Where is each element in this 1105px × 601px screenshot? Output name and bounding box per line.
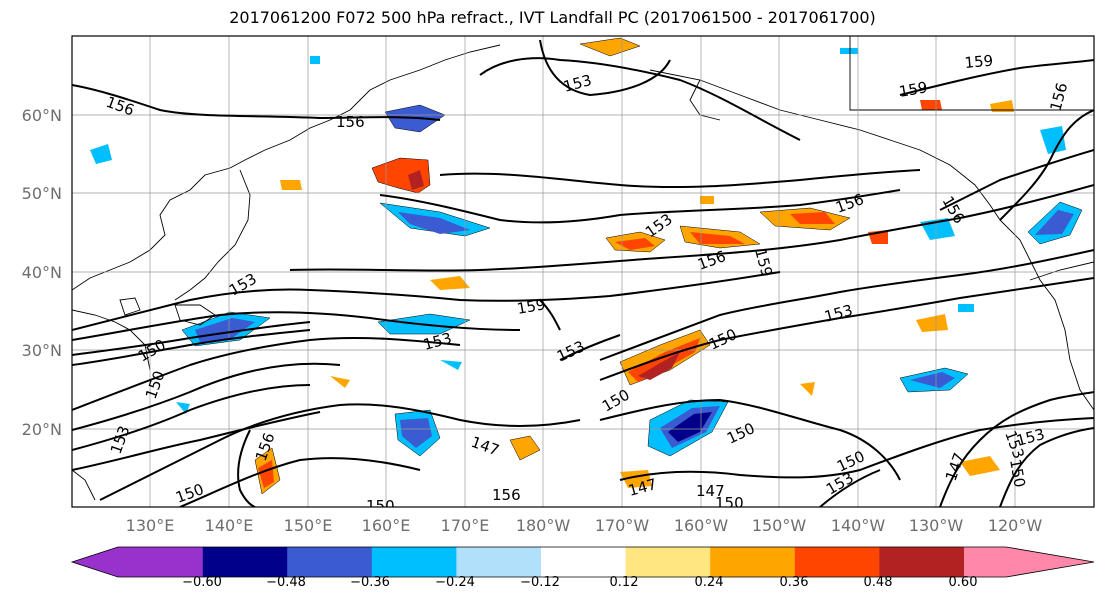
contour-label: 150 <box>1006 458 1029 489</box>
colorbar-tick-label: −0.12 <box>520 575 560 590</box>
lon-label: 160°E <box>362 516 411 535</box>
map-area <box>72 36 1094 507</box>
lon-label: 180°W <box>516 516 571 535</box>
lon-label: 150°W <box>752 516 807 535</box>
colorbar-segment <box>964 547 1094 577</box>
lat-label: 30°N <box>22 341 62 360</box>
colorbar-tick-label: −0.24 <box>435 575 475 590</box>
latitude-labels: 60°N 50°N 40°N 30°N 20°N <box>22 106 62 439</box>
colorbar-tick-label: 0.24 <box>695 575 724 590</box>
colorbar-segment <box>72 547 203 577</box>
lon-label: 140°E <box>205 516 254 535</box>
refractivity-contours <box>72 39 1094 507</box>
colorbar-tick-label: 0.36 <box>780 575 809 590</box>
lon-label: 170°E <box>441 516 490 535</box>
lat-label: 50°N <box>22 184 62 203</box>
colorbar-outline <box>70 546 1095 578</box>
lat-label: 40°N <box>22 263 62 282</box>
colorbar-segment <box>625 547 711 577</box>
lon-label: 170°W <box>595 516 650 535</box>
colorbar <box>70 546 1095 578</box>
longitude-labels: 130°E 140°E 150°E 160°E 170°E 180°W 170°… <box>126 516 1043 535</box>
colorbar-tick-label: 0.48 <box>864 575 893 590</box>
colorbar-tick-label: −0.36 <box>350 575 390 590</box>
lon-label: 130°W <box>909 516 964 535</box>
contour-label: 159 <box>964 52 994 72</box>
lon-label: 120°W <box>988 516 1043 535</box>
contour-label: 159 <box>516 295 547 318</box>
colorbar-tick-label: −0.48 <box>266 575 306 590</box>
contour-label: 159 <box>898 78 929 101</box>
colorbar-segment <box>456 547 542 577</box>
colorbar-segment <box>541 547 627 577</box>
colorbar-tick-label: 0.60 <box>949 575 978 590</box>
shaded-anomaly-fills <box>90 37 1083 495</box>
contour-label: 156 <box>336 113 365 131</box>
lon-label: 150°E <box>284 516 333 535</box>
colorbar-tick-label: 0.12 <box>610 575 639 590</box>
colorbar-segment <box>202 547 288 577</box>
contour-label: 147 <box>696 482 725 500</box>
colorbar-tick-label: −0.60 <box>182 575 222 590</box>
lon-label: 160°W <box>674 516 729 535</box>
colorbar-segment <box>371 547 457 577</box>
lat-label: 60°N <box>22 106 62 125</box>
contour-label: 156 <box>492 486 521 504</box>
colorbar-segment <box>710 547 796 577</box>
coastlines <box>72 36 1094 501</box>
contour-label: 150 <box>715 494 744 512</box>
colorbar-segment <box>794 547 880 577</box>
colorbar-segment <box>287 547 373 577</box>
contour-label: 150 <box>366 497 395 515</box>
lat-label: 20°N <box>22 420 62 439</box>
colorbar-segment <box>879 547 965 577</box>
map-border <box>71 35 1095 508</box>
map-title: 2017061200 F072 500 hPa refract., IVT La… <box>229 8 876 27</box>
colorbar-tick-labels: −0.60 −0.48 −0.36 −0.24 −0.12 0.12 0.24 … <box>182 575 977 590</box>
lon-label: 130°E <box>126 516 175 535</box>
lon-label: 140°W <box>831 516 886 535</box>
